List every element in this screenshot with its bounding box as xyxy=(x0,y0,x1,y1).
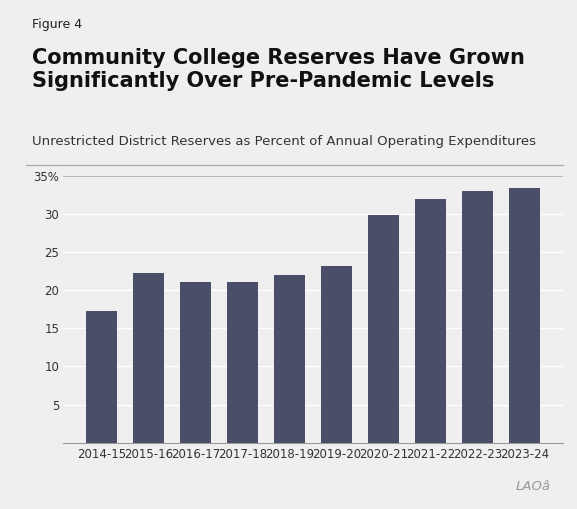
Text: Unrestricted District Reserves as Percent of Annual Operating Expenditures: Unrestricted District Reserves as Percen… xyxy=(32,135,535,148)
Bar xyxy=(509,188,540,443)
Text: Figure 4: Figure 4 xyxy=(32,18,82,31)
Bar xyxy=(227,282,258,443)
Bar xyxy=(321,266,352,443)
Bar xyxy=(415,199,446,443)
Text: Community College Reserves Have Grown
Significantly Over Pre-Pandemic Levels: Community College Reserves Have Grown Si… xyxy=(32,48,524,91)
Bar xyxy=(180,282,211,443)
Bar xyxy=(462,191,493,443)
Bar xyxy=(86,310,117,443)
Bar xyxy=(368,215,399,443)
Bar xyxy=(274,275,305,443)
Text: LAOâ: LAOâ xyxy=(516,479,551,493)
Bar xyxy=(133,273,164,443)
